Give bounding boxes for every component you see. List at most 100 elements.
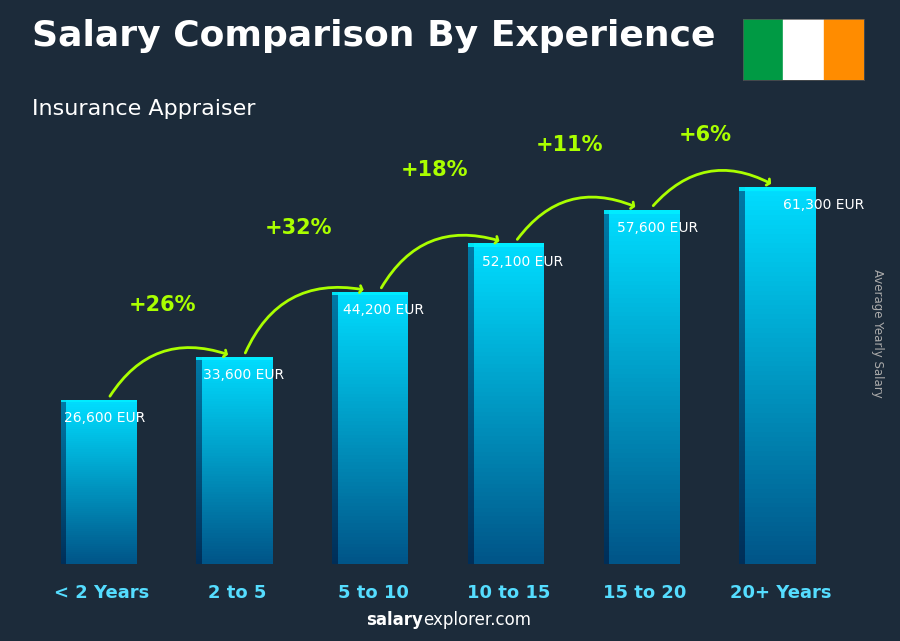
Bar: [740, 550, 745, 554]
Bar: [604, 378, 609, 383]
Bar: [740, 456, 745, 460]
Bar: [745, 517, 815, 522]
Bar: [468, 324, 473, 328]
Bar: [604, 422, 609, 427]
Bar: [67, 433, 137, 435]
Bar: [609, 453, 680, 458]
Bar: [609, 272, 680, 276]
Bar: [604, 400, 609, 404]
Bar: [338, 353, 409, 356]
Bar: [202, 466, 273, 469]
Bar: [338, 506, 409, 510]
Bar: [202, 388, 273, 391]
Bar: [332, 479, 338, 483]
Text: 2 to 5: 2 to 5: [208, 584, 266, 602]
Bar: [202, 546, 273, 549]
Bar: [609, 458, 680, 462]
Bar: [604, 476, 609, 480]
Bar: [745, 258, 815, 262]
Bar: [473, 456, 544, 460]
Bar: [604, 267, 609, 272]
Bar: [473, 292, 544, 296]
Bar: [609, 538, 680, 542]
Bar: [196, 499, 202, 502]
Bar: [609, 533, 680, 538]
Bar: [473, 336, 544, 340]
Bar: [468, 368, 473, 372]
Bar: [609, 493, 680, 497]
Bar: [604, 342, 609, 347]
Bar: [202, 489, 273, 492]
Bar: [67, 425, 137, 427]
Bar: [202, 376, 273, 378]
Bar: [473, 476, 544, 480]
Bar: [468, 360, 473, 363]
Bar: [196, 368, 202, 370]
Bar: [604, 232, 609, 237]
Bar: [473, 556, 544, 560]
Bar: [468, 544, 473, 548]
Bar: [745, 474, 815, 479]
Bar: [473, 496, 544, 500]
Bar: [196, 365, 202, 368]
Bar: [473, 560, 544, 564]
Bar: [604, 325, 609, 329]
Bar: [745, 206, 815, 210]
Bar: [202, 394, 273, 396]
Bar: [332, 425, 338, 428]
Bar: [67, 449, 137, 451]
Bar: [740, 220, 745, 224]
Bar: [338, 299, 409, 303]
Bar: [196, 435, 202, 437]
Bar: [468, 260, 473, 263]
Bar: [609, 404, 680, 409]
Bar: [67, 562, 137, 564]
Bar: [196, 554, 202, 556]
Bar: [468, 440, 473, 444]
Bar: [473, 299, 544, 304]
Bar: [338, 476, 409, 479]
Bar: [473, 524, 544, 528]
Bar: [338, 499, 409, 503]
Bar: [609, 365, 680, 369]
Bar: [60, 476, 67, 478]
Bar: [609, 369, 680, 374]
Bar: [202, 497, 273, 499]
Bar: [609, 378, 680, 383]
Bar: [609, 422, 680, 427]
Bar: [332, 452, 338, 455]
Bar: [604, 228, 609, 232]
Bar: [332, 561, 338, 564]
Bar: [609, 219, 680, 223]
Bar: [468, 388, 473, 392]
Bar: [202, 427, 273, 429]
Bar: [338, 363, 409, 367]
Bar: [468, 392, 473, 395]
Bar: [468, 356, 473, 360]
Bar: [332, 387, 338, 390]
Bar: [332, 408, 338, 411]
Bar: [332, 455, 338, 459]
Bar: [745, 413, 815, 418]
Bar: [473, 279, 544, 283]
Bar: [740, 503, 745, 508]
Bar: [740, 494, 745, 498]
Bar: [473, 448, 544, 452]
Bar: [604, 391, 609, 395]
Text: explorer.com: explorer.com: [423, 612, 531, 629]
Bar: [60, 439, 67, 441]
Bar: [202, 522, 273, 526]
Bar: [745, 290, 815, 296]
Bar: [67, 435, 137, 437]
Bar: [604, 395, 609, 400]
Bar: [609, 515, 680, 520]
Bar: [745, 503, 815, 508]
Bar: [468, 524, 473, 528]
Bar: [604, 533, 609, 538]
Bar: [745, 362, 815, 366]
Bar: [202, 451, 273, 453]
Bar: [609, 258, 680, 263]
Bar: [745, 508, 815, 512]
Bar: [740, 418, 745, 422]
Bar: [468, 528, 473, 532]
